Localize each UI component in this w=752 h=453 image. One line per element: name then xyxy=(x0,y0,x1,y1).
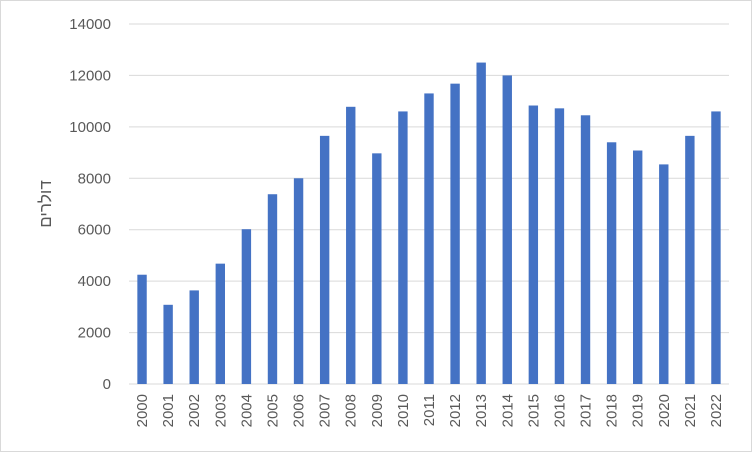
x-tick-label: 2013 xyxy=(473,394,490,427)
x-tick-label: 2020 xyxy=(656,394,673,427)
bar-2018 xyxy=(606,142,617,384)
x-tick-label: 2018 xyxy=(604,394,621,427)
x-tick-label: 2015 xyxy=(525,394,542,427)
x-tick-label: 2003 xyxy=(212,394,229,427)
y-tick-label: 2000 xyxy=(78,325,111,342)
y-tick-label: 10000 xyxy=(69,119,111,136)
y-tick-label: 6000 xyxy=(78,222,111,239)
bar-2022 xyxy=(711,111,721,384)
x-tick-label: 2000 xyxy=(134,394,151,427)
bar-2011 xyxy=(424,93,434,384)
bar-2010 xyxy=(398,111,408,384)
y-tick-label: 12000 xyxy=(69,67,111,84)
y-axis-ticks: 0 2000 4000 6000 8000 10000 12000 14000 xyxy=(69,16,111,393)
y-tick-label: 8000 xyxy=(78,170,111,187)
y-tick-label: 4000 xyxy=(78,273,111,290)
y-tick-label: 14000 xyxy=(69,16,111,33)
x-tick-label: 2011 xyxy=(421,394,438,426)
x-tick-label: 2016 xyxy=(551,394,568,427)
bar-2004 xyxy=(241,229,252,384)
bar-2019 xyxy=(633,150,643,384)
x-tick-label: 2017 xyxy=(578,394,595,427)
x-tick-label: 2009 xyxy=(369,394,386,427)
x-tick-label: 2014 xyxy=(499,394,516,427)
x-tick-label: 2008 xyxy=(343,394,360,427)
bar-2017 xyxy=(580,115,591,385)
bar-2013 xyxy=(476,62,486,384)
x-tick-label: 2019 xyxy=(630,394,647,427)
x-axis-ticks: 2000 2001 2002 2003 2004 2005 2006 2007 2008 2009… xyxy=(134,394,725,427)
x-tick-label: 2002 xyxy=(186,394,203,427)
bar-2009 xyxy=(372,153,382,384)
bar-2015 xyxy=(528,105,539,384)
bar-2007 xyxy=(319,135,330,384)
bar-2006 xyxy=(293,178,304,384)
bar-2000 xyxy=(137,274,147,384)
x-tick-label: 2022 xyxy=(708,394,725,427)
bar-2012 xyxy=(450,83,460,385)
x-tick-label: 2001 xyxy=(160,394,177,427)
x-tick-label: 2004 xyxy=(238,394,255,427)
x-tick-label: 2010 xyxy=(395,394,412,427)
bars xyxy=(137,62,721,385)
x-tick-label: 2006 xyxy=(291,394,308,427)
x-tick-label: 2021 xyxy=(682,394,699,427)
x-tick-label: 2007 xyxy=(317,394,334,427)
bar-2008 xyxy=(346,106,356,385)
bar-2016 xyxy=(554,108,565,384)
bar-2002 xyxy=(189,290,199,384)
bar-2014 xyxy=(502,75,512,384)
bar-2020 xyxy=(659,164,669,384)
y-tick-label: 0 xyxy=(103,376,111,393)
bar-2021 xyxy=(685,135,695,384)
bar-2003 xyxy=(215,263,225,384)
bar-2001 xyxy=(163,304,173,384)
x-tick-label: 2012 xyxy=(447,394,464,427)
y-axis-title: דולרים xyxy=(36,180,55,228)
x-tick-label: 2005 xyxy=(264,394,281,427)
bar-2005 xyxy=(267,194,278,384)
